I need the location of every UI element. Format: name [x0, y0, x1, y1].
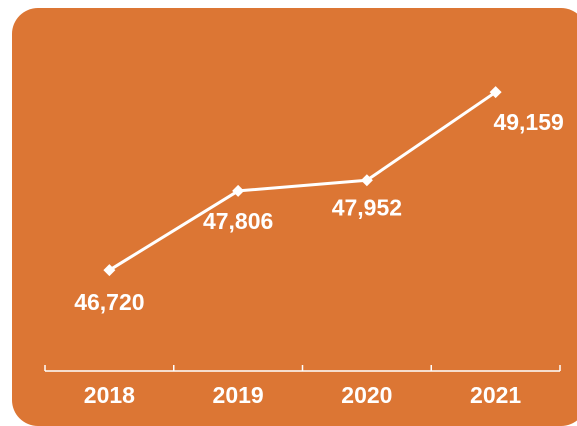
x-tick-label: 2021 — [470, 382, 521, 408]
data-label: 46,720 — [74, 289, 144, 315]
data-point-marker — [360, 174, 373, 187]
chart-panel — [12, 8, 577, 426]
data-label: 49,159 — [493, 109, 563, 135]
data-label: 47,952 — [332, 194, 402, 220]
data-point-marker — [232, 184, 245, 197]
data-point-marker — [103, 264, 116, 277]
series-line — [108, 90, 497, 272]
data-point-marker — [489, 86, 502, 99]
x-tick-label: 2018 — [84, 382, 135, 408]
data-label: 47,806 — [203, 208, 273, 234]
x-tick-label: 2020 — [341, 382, 392, 408]
x-tick-label: 2019 — [213, 382, 264, 408]
